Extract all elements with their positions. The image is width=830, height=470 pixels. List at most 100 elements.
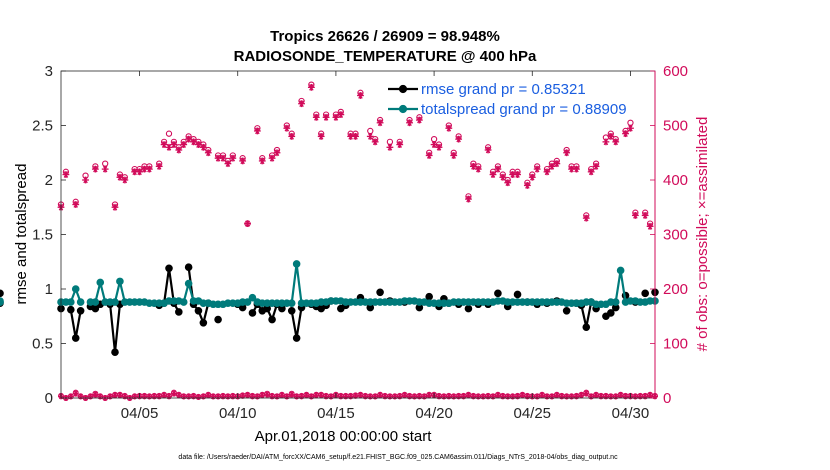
spread-point <box>611 298 620 306</box>
obs-possible-point <box>165 130 173 137</box>
y-left-tick-label: 0 <box>45 390 53 407</box>
obs-assimilated-point <box>101 165 109 173</box>
x-axis-label: Apr.01,2018 00:00:00 start <box>255 428 433 445</box>
spread-point <box>248 293 257 302</box>
obs-assimilated-point <box>219 154 227 162</box>
obs-assimilated-point <box>376 119 384 127</box>
obs-assimilated-point <box>573 165 580 173</box>
obs-assimilated-low-point <box>264 391 271 398</box>
obs-assimilated-point <box>165 143 173 151</box>
spread-point <box>287 299 296 307</box>
rmse-point <box>199 318 208 327</box>
rmse-point <box>607 309 615 317</box>
obs-assimilated-low-point <box>175 392 182 399</box>
obs-assimilated-point <box>258 157 266 165</box>
obs-assimilated-point <box>563 149 571 157</box>
legend-spread-label: totalspread grand pr = 0.88909 <box>421 101 627 118</box>
y-left-tick-label: 1 <box>45 281 53 298</box>
rmse-point <box>76 306 85 315</box>
obs-assimilated-point <box>494 165 502 173</box>
obs-assimilated-low-point <box>578 392 585 399</box>
rmse-point <box>0 289 4 298</box>
obs-assimilated-point <box>445 124 453 132</box>
obs-assimilated-point <box>455 135 463 143</box>
y-left-tick-label: 1.5 <box>32 227 53 244</box>
obs-assimilated-low-point <box>72 390 79 397</box>
obs-assimilated-point <box>528 173 536 181</box>
obs-assimilated-point <box>253 127 261 135</box>
obs-assimilated-point <box>435 143 443 151</box>
obs-assimilated-point <box>62 171 70 178</box>
y-right-tick-label: 500 <box>663 118 688 135</box>
spread-point <box>116 277 124 286</box>
obs-assimilated-point <box>180 141 188 148</box>
obs-assimilated-point <box>160 141 168 148</box>
obs-assimilated-low-point <box>357 392 364 399</box>
legend-rmse-marker <box>398 84 408 94</box>
obs-assimilated-point <box>592 162 600 170</box>
obs-assimilated-point <box>145 165 153 173</box>
obs-assimilated-point <box>484 146 492 154</box>
obs-assimilated-point <box>155 162 163 170</box>
legend: rmse grand pr = 0.85321 totalspread gran… <box>388 81 627 118</box>
obs-assimilated-low-point <box>377 392 384 399</box>
spread-point <box>96 278 105 287</box>
rmse-point <box>67 305 75 314</box>
obs-assimilated-point <box>204 149 212 157</box>
rmse-point <box>287 306 296 315</box>
obs-assimilated-low-point <box>519 392 526 399</box>
obs-assimilated-low-point <box>539 392 546 399</box>
obs-assimilated-point <box>489 171 497 178</box>
y-right-tick-label: 600 <box>663 63 688 80</box>
obs-assimilated-point <box>646 222 654 230</box>
obs-assimilated-point <box>631 212 639 219</box>
obs-assimilated-point <box>553 160 561 168</box>
obs-assimilated-point <box>386 143 394 151</box>
obs-assimilated-point <box>307 83 315 91</box>
obs-assimilated-low-point <box>92 391 99 398</box>
rmse-point <box>165 264 173 273</box>
y-right-tick-label: 100 <box>663 336 688 353</box>
y-right-tick-label: 400 <box>663 172 688 189</box>
obs-assimilated-point <box>337 111 345 118</box>
obs-assimilated-low-point <box>170 390 177 397</box>
rmse-point <box>376 288 384 297</box>
obs-assimilated-point <box>175 146 183 154</box>
obs-assimilated-point <box>622 130 629 138</box>
obs-assimilated-point <box>273 149 281 157</box>
rmse-point <box>292 334 301 342</box>
obs-assimilated-point <box>195 141 202 148</box>
obs-assimilated-point <box>396 141 404 148</box>
x-tick-label: 04/05 <box>121 405 159 422</box>
series-layer <box>0 81 659 401</box>
spread-point <box>71 285 80 293</box>
obs-assimilated-point <box>352 133 359 140</box>
chart-title-line1: Tropics 26626 / 26909 = 98.948% <box>270 28 500 45</box>
obs-assimilated-point <box>229 154 237 162</box>
obs-assimilated-low-point <box>116 392 123 399</box>
rmse-point <box>214 315 222 324</box>
y-left-tick-label: 2.5 <box>32 118 53 135</box>
obs-assimilated-point <box>136 168 143 176</box>
y-left-tick-label: 3 <box>45 63 53 80</box>
x-tick-label: 04/25 <box>513 405 551 422</box>
obs-assimilated-point <box>239 157 247 165</box>
y-right-tick-label: 300 <box>663 227 688 244</box>
spread-point <box>76 298 85 306</box>
obs-assimilated-low-point <box>205 392 212 399</box>
obs-assimilated-point <box>582 214 590 222</box>
spread-point <box>91 298 100 306</box>
spread-point <box>616 266 625 275</box>
y-left-tick-label: 0.5 <box>32 336 53 353</box>
rmse-point <box>194 306 203 315</box>
obs-assimilated-low-point <box>313 392 320 399</box>
obs-assimilated-point <box>224 160 232 168</box>
rmse-point <box>268 315 276 324</box>
obs-assimilated-low-point <box>244 392 251 399</box>
spread-point <box>67 298 75 306</box>
obs-assimilated-low-point <box>288 391 295 398</box>
y-axis-left-label: rmse and totalspread <box>13 164 30 305</box>
obs-assimilated-point <box>111 203 119 211</box>
obs-assimilated-low-point <box>303 392 310 399</box>
rmse-point <box>111 348 119 357</box>
